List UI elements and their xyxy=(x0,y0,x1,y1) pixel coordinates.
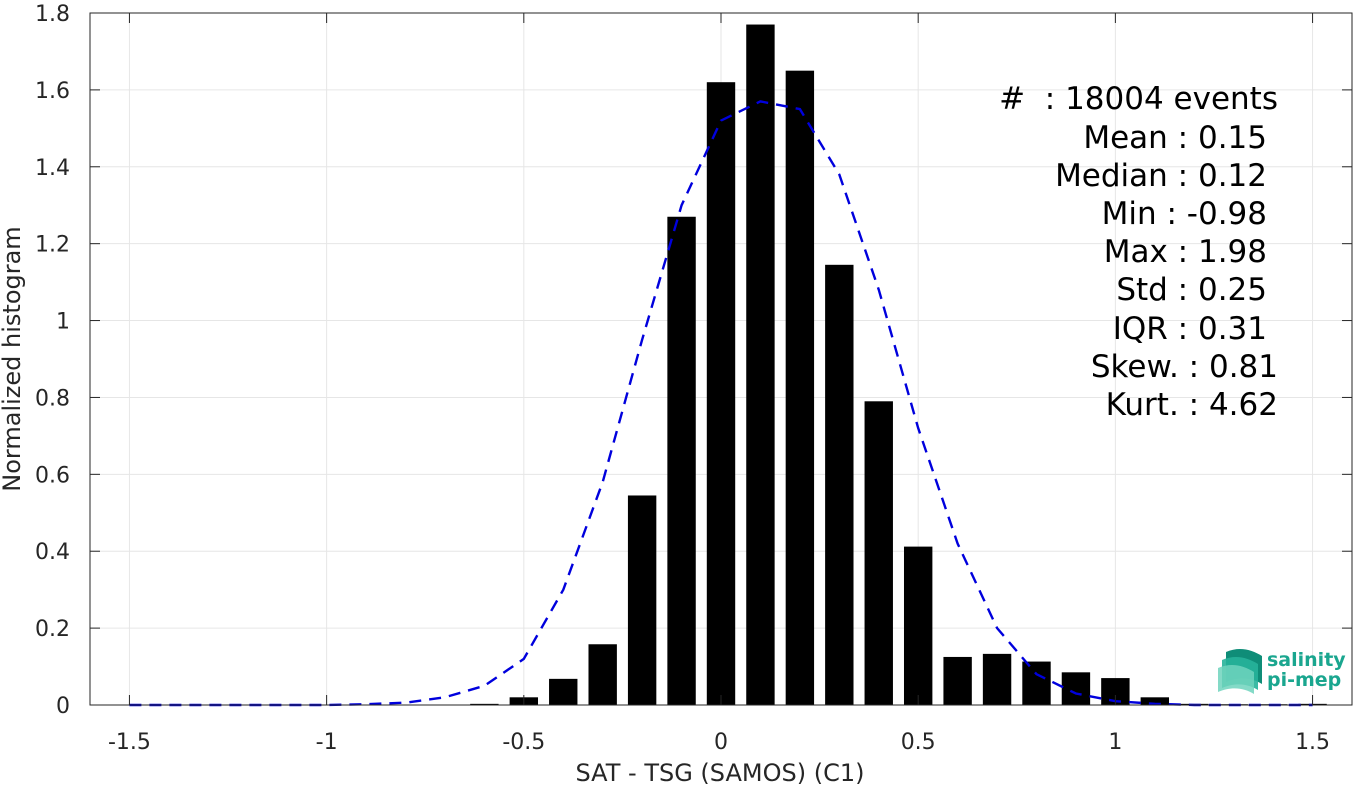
stat-mean: Mean : 0.15 xyxy=(1083,120,1267,156)
histogram-bar xyxy=(549,678,578,705)
histogram-bar xyxy=(1140,697,1170,705)
stat-events: # : 18004 events xyxy=(999,81,1278,117)
histogram-bar xyxy=(627,495,657,705)
y-tick-label: 1 xyxy=(56,310,70,335)
histogram-bar xyxy=(903,546,933,705)
y-tick-label: 1.6 xyxy=(35,79,70,104)
wave-logo-icon xyxy=(1218,649,1262,694)
y-tick-label: 0 xyxy=(56,694,70,719)
histogram-bar xyxy=(825,264,854,705)
stat-min: Min : -0.98 xyxy=(1102,196,1267,232)
y-tick-label: 1.4 xyxy=(35,156,70,181)
histogram-bar xyxy=(943,656,972,705)
x-tick-label: 0 xyxy=(714,730,728,755)
histogram-bar xyxy=(785,70,815,705)
y-tick-label: 0.4 xyxy=(35,540,70,565)
logo-text-pimep: pi-mep xyxy=(1267,669,1341,691)
histogram-bar xyxy=(1022,661,1051,705)
logo-text-salinity: salinity xyxy=(1267,649,1346,671)
y-tick-label: 1.8 xyxy=(35,2,70,27)
histogram-bar xyxy=(864,401,893,705)
stat-kurt: Kurt. : 4.62 xyxy=(1106,387,1278,423)
axis-ticks xyxy=(90,12,1352,706)
x-tick-label: -1 xyxy=(316,730,338,755)
y-tick-label: 0.2 xyxy=(35,617,70,642)
x-axis-label: SAT - TSG (SAMOS) (C1) xyxy=(576,759,865,785)
histogram-bar xyxy=(746,24,775,706)
x-tick-label: -1.5 xyxy=(108,730,151,755)
x-tick-label: 0.5 xyxy=(901,730,936,755)
histogram-bar xyxy=(706,82,736,705)
x-tick-labels: -1.5 -1 -0.5 0 0.5 1 1.5 xyxy=(108,730,1330,755)
x-tick-label: 1 xyxy=(1108,730,1122,755)
histogram-bar xyxy=(470,703,499,705)
histogram-bar xyxy=(667,216,696,705)
stats-box: # : 18004 events Mean : 0.15 Median : 0.… xyxy=(999,81,1278,423)
histogram-bar xyxy=(588,644,617,705)
stat-skew: Skew. : 0.81 xyxy=(1091,349,1278,385)
stat-median: Median : 0.12 xyxy=(1055,158,1267,194)
stat-iqr: IQR : 0.31 xyxy=(1113,311,1267,347)
y-tick-labels: 0 0.2 0.4 0.6 0.8 1 1.2 1.4 1.6 1.8 xyxy=(35,2,70,719)
histogram-bar xyxy=(982,653,1012,705)
histogram-bars xyxy=(470,24,1327,706)
histogram-bar xyxy=(1061,672,1091,705)
y-tick-label: 0.6 xyxy=(35,463,70,488)
stat-max: Max : 1.98 xyxy=(1104,234,1267,270)
x-tick-label: -0.5 xyxy=(502,730,545,755)
y-axis-label: Normalized histogram xyxy=(0,226,26,491)
y-tick-label: 0.8 xyxy=(35,386,70,411)
y-tick-label: 1.2 xyxy=(35,233,70,258)
salinity-pi-mep-logo: salinity pi-mep xyxy=(1218,649,1346,694)
stat-std: Std : 0.25 xyxy=(1116,272,1267,308)
x-tick-label: 1.5 xyxy=(1295,730,1330,755)
